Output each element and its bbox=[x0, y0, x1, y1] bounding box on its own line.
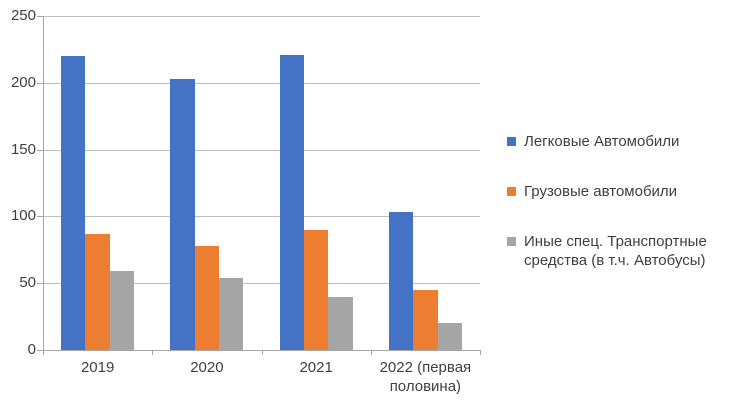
x-tick-mark bbox=[43, 350, 44, 355]
x-tick-mark bbox=[370, 350, 372, 355]
bar-series3-2022 bbox=[437, 323, 462, 350]
y-tick-label: 250 bbox=[10, 7, 36, 24]
x-tick-label: 2020 bbox=[190, 359, 224, 376]
legend-marker-icon bbox=[507, 187, 516, 196]
y-axis-line bbox=[43, 16, 44, 350]
bar-series2-2022 bbox=[413, 289, 438, 350]
gridline-200 bbox=[43, 82, 480, 84]
y-tick-mark bbox=[37, 283, 43, 285]
legend-label: Грузовые автомобили bbox=[524, 183, 678, 200]
bar-series1-2022 bbox=[388, 212, 414, 350]
legend-marker-icon bbox=[507, 137, 516, 146]
bar-series3-2019 bbox=[109, 271, 135, 350]
bar-series1-2020 bbox=[170, 78, 195, 350]
x-tick-label: 2022 (первая половина) bbox=[379, 359, 472, 395]
legend-marker-icon bbox=[507, 237, 516, 246]
y-tick-label: 150 bbox=[10, 140, 36, 158]
bar-series3-2021 bbox=[328, 296, 353, 350]
legend-label: Иные спец. Транспортные средства (в т.ч.… bbox=[524, 233, 707, 269]
x-tick-mark bbox=[152, 350, 154, 355]
bar-series1-2019 bbox=[61, 56, 86, 350]
gridline-100 bbox=[43, 216, 480, 218]
legend-item-series2: Грузовые автомобили bbox=[507, 182, 731, 201]
bar-series1-2021 bbox=[279, 54, 304, 350]
y-tick-label: 0 bbox=[27, 341, 36, 358]
y-tick-mark bbox=[37, 149, 43, 151]
bar-series2-2021 bbox=[303, 229, 329, 350]
legend-label: Легковые Автомобили bbox=[524, 133, 680, 150]
bar-series3-2020 bbox=[219, 277, 244, 350]
y-tick-label: 200 bbox=[10, 73, 36, 91]
gridline-150 bbox=[43, 149, 480, 151]
legend-item-series1: Легковые Автомобили bbox=[507, 132, 731, 151]
x-tick-label: 2019 bbox=[80, 359, 115, 376]
y-tick-label: 50 bbox=[19, 274, 36, 292]
gridline-250 bbox=[43, 16, 480, 17]
y-tick-mark bbox=[37, 82, 43, 84]
y-tick-mark bbox=[37, 16, 43, 17]
legend-item-series3: Иные спец. Транспортные средства (в т.ч.… bbox=[507, 232, 731, 270]
y-tick-mark bbox=[37, 350, 43, 351]
plot-area bbox=[43, 16, 480, 351]
x-tick-label: 2021 bbox=[299, 359, 333, 376]
bar-series2-2020 bbox=[194, 245, 219, 350]
bar-series2-2019 bbox=[85, 233, 110, 350]
x-tick-mark bbox=[480, 350, 481, 355]
x-tick-mark bbox=[261, 350, 263, 355]
y-tick-label: 100 bbox=[10, 207, 36, 225]
y-tick-mark bbox=[37, 216, 43, 218]
gridline-50 bbox=[43, 283, 480, 285]
legend: Легковые Автомобили Грузовые автомобили Ин… bbox=[507, 132, 731, 270]
